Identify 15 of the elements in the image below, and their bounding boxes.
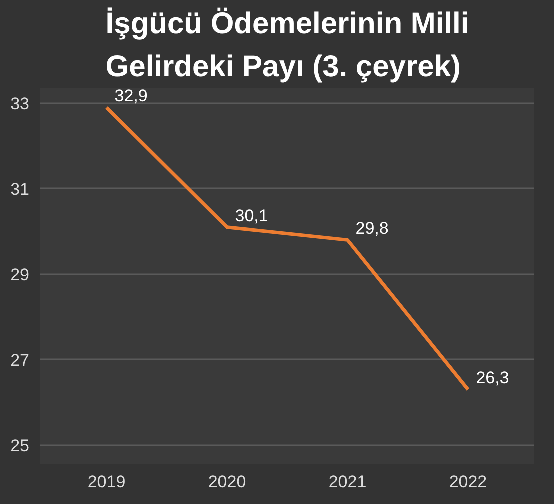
- text: 32,9: [114, 86, 148, 106]
- y-tick-label: 25: [10, 436, 30, 456]
- y-tick-label: 31: [10, 180, 30, 199]
- line-series: [105, 106, 470, 392]
- y-tick-label: 29: [10, 265, 30, 284]
- chart-title: İşgücü Ödemelerinin Milli Gelirdeki Payı (3. çeyrek): [106, 8, 470, 84]
- x-tick-label: 2020: [208, 472, 246, 492]
- text: 30,1: [235, 206, 268, 226]
- text: 29,8: [356, 219, 389, 238]
- y-tick-label: 33: [10, 94, 30, 114]
- y-tick-label: 27: [10, 350, 30, 370]
- x-tick-label: 2019: [88, 472, 126, 492]
- x-tick-label: 2022: [449, 472, 488, 492]
- x-tick-label: 2021: [328, 472, 367, 492]
- text: 26,3: [476, 368, 510, 388]
